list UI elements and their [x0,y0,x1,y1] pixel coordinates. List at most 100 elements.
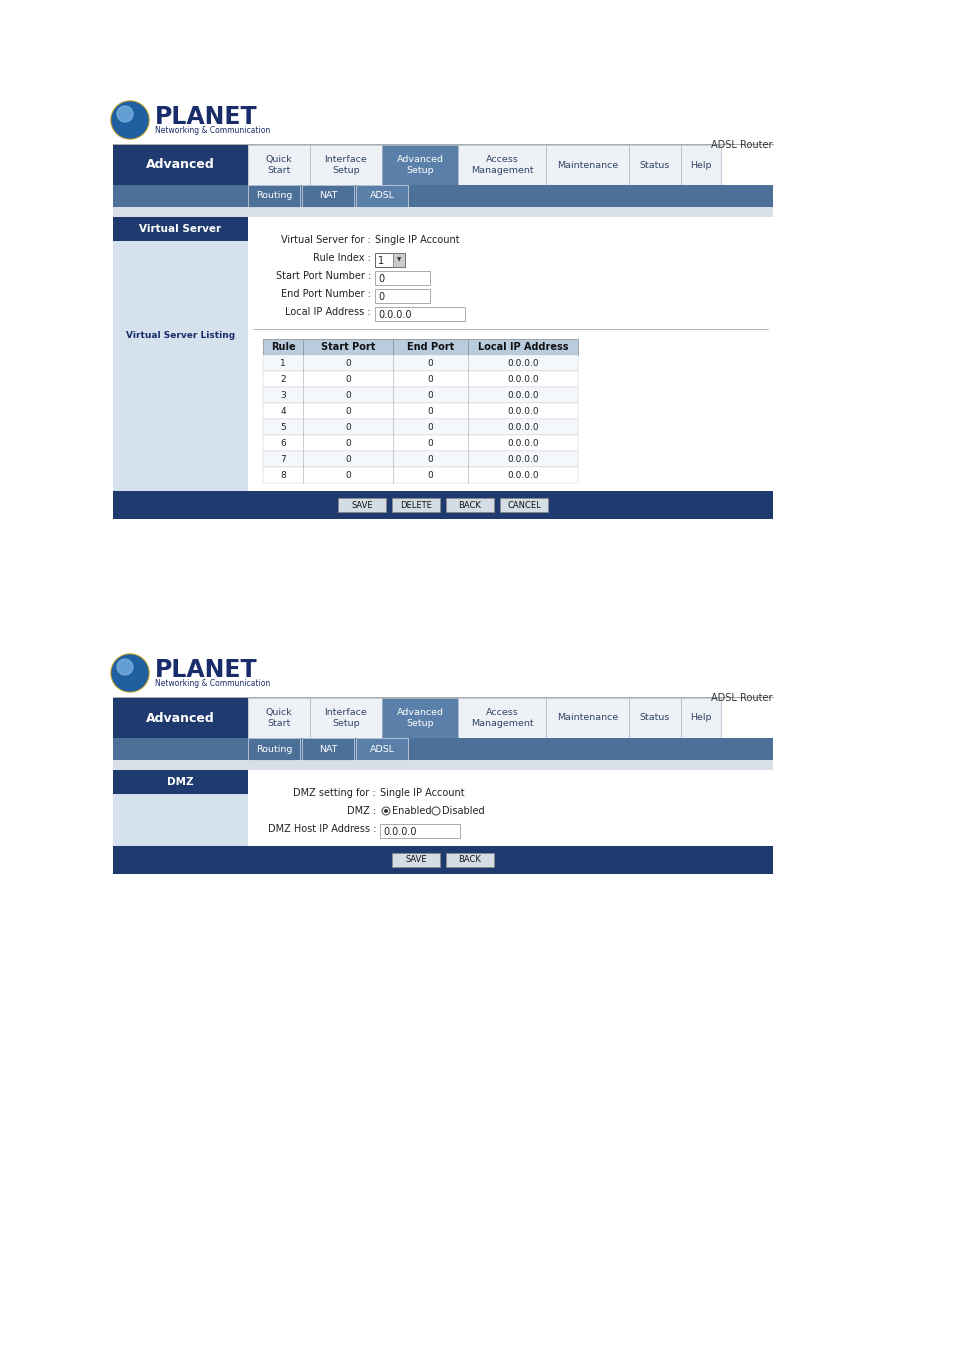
Text: Rule: Rule [271,342,295,353]
Text: NAT: NAT [318,192,337,200]
Text: Virtual Server for :: Virtual Server for : [281,235,371,245]
Text: Status: Status [639,713,670,723]
Text: Start Port Number :: Start Port Number : [275,272,371,281]
Text: Interface
Setup: Interface Setup [324,155,367,174]
Text: 0: 0 [427,439,433,447]
Text: NAT: NAT [318,744,337,754]
Text: 0: 0 [345,439,351,447]
Text: 0: 0 [427,358,433,367]
Text: 5: 5 [280,423,286,431]
Bar [337,499,386,512]
Text: 0.0.0.0: 0.0.0.0 [507,358,538,367]
Text: DMZ :: DMZ : [347,807,375,816]
Text: End Port Number :: End Port Number : [281,289,371,299]
Bar [248,145,310,185]
Text: 0: 0 [345,390,351,400]
Bar [375,289,430,303]
Text: 7: 7 [280,454,286,463]
Text: 0.0.0.0: 0.0.0.0 [377,309,411,320]
Bar [263,355,578,372]
Bar [263,467,578,484]
Text: Maintenance: Maintenance [557,713,618,723]
Text: 0.0.0.0: 0.0.0.0 [507,439,538,447]
Bar [499,499,547,512]
Text: Advanced: Advanced [146,158,214,172]
Text: 8: 8 [280,470,286,480]
Text: 0: 0 [345,423,351,431]
Bar [446,852,494,867]
Text: 0: 0 [377,292,384,303]
Bar [302,185,354,207]
Circle shape [117,105,132,122]
Bar [112,698,248,738]
Circle shape [112,101,148,138]
Bar [263,451,578,467]
Text: DELETE: DELETE [399,500,432,509]
Bar [457,145,545,185]
Text: 0: 0 [427,454,433,463]
Text: Routing: Routing [255,192,292,200]
Text: Local IP Address :: Local IP Address : [285,307,371,317]
Text: Virtual Server Listing: Virtual Server Listing [126,331,234,340]
Text: ▼: ▼ [396,258,400,262]
Bar [381,698,457,738]
Text: Help: Help [690,713,711,723]
Text: Quick
Start: Quick Start [265,155,292,174]
Circle shape [432,807,439,815]
Text: SAVE: SAVE [405,855,426,865]
Text: 2: 2 [280,374,286,384]
Bar [628,698,680,738]
Text: Status: Status [639,161,670,169]
Text: ADSL: ADSL [369,744,395,754]
Bar [263,339,578,355]
Text: Local IP Address: Local IP Address [477,342,568,353]
Bar [112,761,772,770]
Text: Networking & Communication: Networking & Communication [154,126,270,135]
Text: DMZ setting for :: DMZ setting for : [294,788,375,798]
Text: 0: 0 [427,470,433,480]
Circle shape [384,809,388,813]
Bar [446,499,494,512]
Bar [263,435,578,451]
Bar [375,307,464,322]
Bar [112,770,248,794]
Bar [263,386,578,403]
Text: Interface
Setup: Interface Setup [324,708,367,728]
Bar [302,738,354,761]
Bar [680,145,720,185]
Text: 1: 1 [280,358,286,367]
Text: 0.0.0.0: 0.0.0.0 [507,407,538,416]
Text: ADSL Router: ADSL Router [711,693,772,703]
Bar [680,698,720,738]
Text: PLANET: PLANET [154,658,257,682]
Text: 0.0.0.0: 0.0.0.0 [507,470,538,480]
Text: 0: 0 [427,390,433,400]
Bar [248,185,299,207]
Bar [310,698,381,738]
Bar [248,738,299,761]
Bar [112,218,248,240]
Bar [112,846,772,874]
Text: Routing: Routing [255,744,292,754]
Circle shape [111,654,149,692]
Circle shape [112,655,148,690]
Bar [248,698,310,738]
Bar [545,145,628,185]
Text: Maintenance: Maintenance [557,161,618,169]
Bar [112,490,772,519]
Text: Advanced
Setup: Advanced Setup [396,708,443,728]
Text: PLANET: PLANET [154,105,257,128]
Text: 0: 0 [345,407,351,416]
Text: Disabled: Disabled [441,807,484,816]
Text: ADSL: ADSL [369,192,395,200]
Text: 6: 6 [280,439,286,447]
Text: Rule Index :: Rule Index : [313,253,371,263]
Text: SAVE: SAVE [351,500,373,509]
Text: Enabled: Enabled [392,807,431,816]
Text: 0: 0 [345,358,351,367]
Bar [112,738,772,761]
Bar [310,145,381,185]
Bar [112,185,772,207]
Bar [355,185,408,207]
Text: Single IP Account: Single IP Account [375,235,459,245]
